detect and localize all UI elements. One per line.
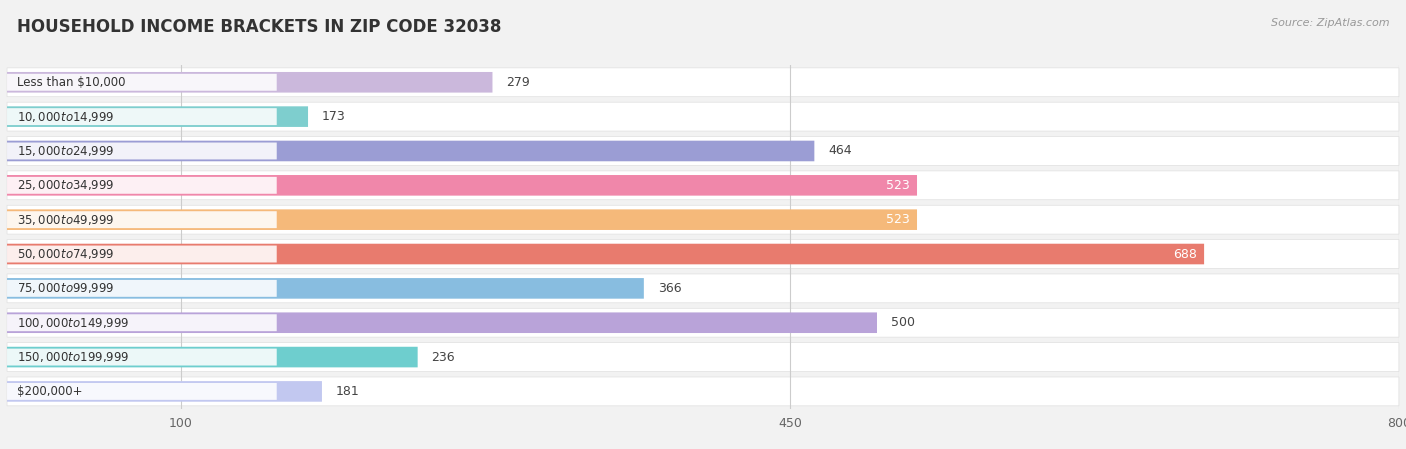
Text: $35,000 to $49,999: $35,000 to $49,999 — [17, 213, 115, 227]
Text: $150,000 to $199,999: $150,000 to $199,999 — [17, 350, 129, 364]
Text: 181: 181 — [336, 385, 360, 398]
Text: 279: 279 — [506, 76, 530, 89]
FancyBboxPatch shape — [7, 347, 418, 367]
FancyBboxPatch shape — [7, 175, 917, 196]
FancyBboxPatch shape — [7, 171, 1399, 200]
FancyBboxPatch shape — [7, 274, 1399, 303]
FancyBboxPatch shape — [7, 240, 1399, 269]
FancyBboxPatch shape — [7, 348, 277, 365]
FancyBboxPatch shape — [7, 308, 1399, 337]
Text: $10,000 to $14,999: $10,000 to $14,999 — [17, 110, 115, 123]
FancyBboxPatch shape — [7, 74, 277, 91]
FancyBboxPatch shape — [7, 141, 814, 161]
Text: $100,000 to $149,999: $100,000 to $149,999 — [17, 316, 129, 330]
FancyBboxPatch shape — [7, 177, 277, 194]
Text: 464: 464 — [828, 145, 852, 158]
Text: $200,000+: $200,000+ — [17, 385, 83, 398]
Text: 236: 236 — [432, 351, 456, 364]
FancyBboxPatch shape — [7, 142, 277, 159]
FancyBboxPatch shape — [7, 205, 1399, 234]
Text: 688: 688 — [1173, 247, 1197, 260]
Text: Source: ZipAtlas.com: Source: ZipAtlas.com — [1271, 18, 1389, 28]
Text: 500: 500 — [891, 316, 915, 329]
FancyBboxPatch shape — [7, 108, 277, 125]
Text: $15,000 to $24,999: $15,000 to $24,999 — [17, 144, 115, 158]
FancyBboxPatch shape — [7, 209, 917, 230]
FancyBboxPatch shape — [7, 381, 322, 402]
Text: $50,000 to $74,999: $50,000 to $74,999 — [17, 247, 115, 261]
Text: Less than $10,000: Less than $10,000 — [17, 76, 127, 89]
FancyBboxPatch shape — [7, 377, 1399, 406]
FancyBboxPatch shape — [7, 244, 1204, 264]
FancyBboxPatch shape — [7, 211, 277, 228]
FancyBboxPatch shape — [7, 68, 1399, 97]
Text: $75,000 to $99,999: $75,000 to $99,999 — [17, 282, 115, 295]
FancyBboxPatch shape — [7, 280, 277, 297]
Text: $25,000 to $34,999: $25,000 to $34,999 — [17, 178, 115, 192]
FancyBboxPatch shape — [7, 102, 1399, 131]
Text: 523: 523 — [886, 213, 910, 226]
Text: 366: 366 — [658, 282, 682, 295]
FancyBboxPatch shape — [7, 246, 277, 263]
FancyBboxPatch shape — [7, 72, 492, 92]
FancyBboxPatch shape — [7, 136, 1399, 165]
Text: HOUSEHOLD INCOME BRACKETS IN ZIP CODE 32038: HOUSEHOLD INCOME BRACKETS IN ZIP CODE 32… — [17, 18, 502, 36]
Text: 173: 173 — [322, 110, 346, 123]
FancyBboxPatch shape — [7, 383, 277, 400]
FancyBboxPatch shape — [7, 313, 877, 333]
FancyBboxPatch shape — [7, 314, 277, 331]
FancyBboxPatch shape — [7, 343, 1399, 371]
FancyBboxPatch shape — [7, 106, 308, 127]
FancyBboxPatch shape — [7, 278, 644, 299]
Text: 523: 523 — [886, 179, 910, 192]
